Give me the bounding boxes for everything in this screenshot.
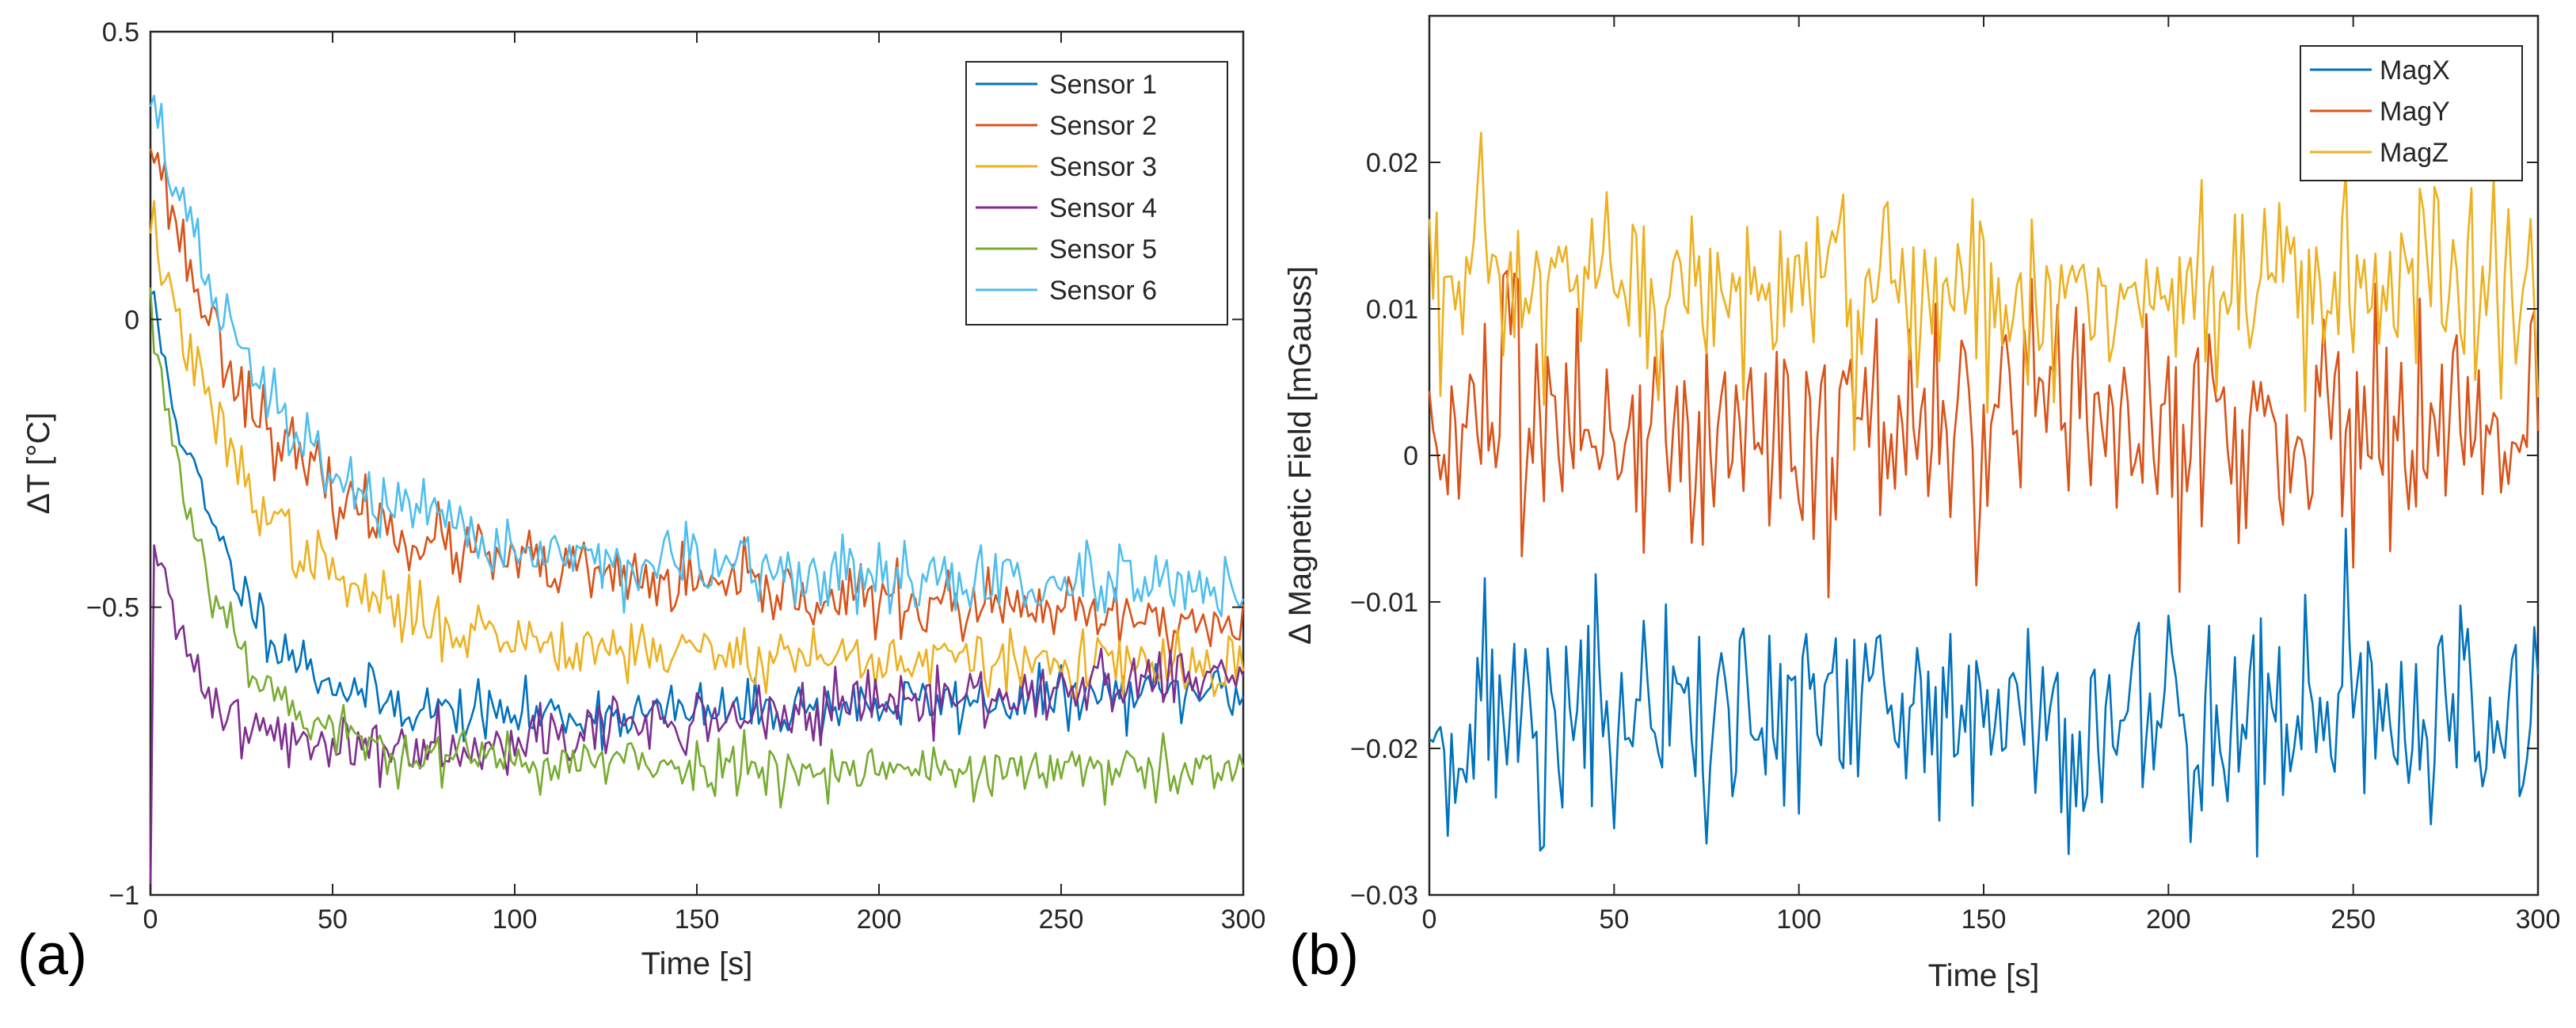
x-tick-label: 150 [675, 904, 720, 935]
panel-b-label: (b) [1289, 923, 1359, 987]
x-tick-label: 150 [1961, 904, 2007, 935]
legend-label: Sensor 3 [1049, 152, 1157, 182]
panel-a-x-axis-label: Time [s] [641, 946, 753, 981]
x-tick-label: 0 [1422, 904, 1437, 935]
series-line-magz [1428, 131, 2540, 451]
x-tick-label: 250 [1039, 904, 1084, 935]
series-line-sensor-2 [149, 148, 1245, 659]
x-tick-label: 250 [2331, 904, 2376, 935]
legend-label: MagZ [2380, 138, 2449, 168]
y-tick-label: 0 [124, 305, 139, 335]
panel-b-legend: MagX MagY MagZ [2300, 45, 2523, 181]
legend-label: Sensor 2 [1049, 111, 1157, 141]
legend-label: Sensor 4 [1049, 193, 1157, 223]
panel-a-temperature-chart: 0 50 100 150 200 250 300 −1 −0.5 0 0.5 Time [s] Δ… [17, 17, 1265, 987]
series-line-sensor-4 [149, 544, 1245, 896]
series-line-magx [1429, 527, 2540, 858]
panel-b-y-axis-label: Δ Magnetic Field [mGauss] [1283, 266, 1318, 645]
legend-label: MagX [2380, 55, 2450, 86]
series-line-sensor-5 [149, 287, 1245, 809]
panel-a-y-ticks: −1 −0.5 0 0.5 [86, 17, 1243, 911]
panel-b-y-ticks: −0.03 −0.02 −0.01 0 0.01 0.02 [1350, 148, 2538, 911]
panel-a-legend: Sensor 1 Sensor 2 Sensor 3 Sensor 4 Sensor 5… [965, 61, 1228, 326]
x-tick-label: 200 [2146, 904, 2191, 935]
y-tick-label: −1 [108, 881, 139, 911]
x-tick-label: 100 [493, 904, 538, 935]
panel-b-series-group [1428, 131, 2540, 858]
y-tick-label: −0.5 [86, 593, 139, 623]
x-tick-label: 50 [318, 904, 348, 935]
legend-label: Sensor 5 [1049, 234, 1157, 265]
x-tick-label: 300 [2516, 904, 2561, 935]
series-line-magy [1428, 269, 2540, 599]
panel-a-label: (a) [17, 923, 87, 987]
panel-b-legend-box [2300, 45, 2523, 181]
y-tick-label: 0.5 [102, 17, 139, 48]
y-tick-label: −0.03 [1350, 881, 1418, 911]
legend-label: Sensor 1 [1049, 70, 1157, 100]
panel-a-y-axis-label: ΔT [°C] [21, 413, 56, 515]
panel-a-series-group [149, 94, 1245, 896]
y-tick-label: 0.01 [1366, 295, 1418, 325]
x-tick-label: 300 [1221, 904, 1266, 935]
y-tick-label: 0.02 [1366, 148, 1418, 178]
legend-label: Sensor 6 [1049, 276, 1157, 306]
x-tick-label: 100 [1776, 904, 1821, 935]
panel-b-x-axis-label: Time [s] [1928, 958, 2040, 993]
panel-a-x-ticks: 0 50 100 150 200 250 300 [143, 32, 1266, 935]
x-tick-label: 0 [143, 904, 158, 935]
panel-b-magnetic-chart: 0 50 100 150 200 250 300 −0.03−0.02−0.0100.010… [1283, 14, 2561, 993]
y-tick-label: −0.01 [1350, 588, 1418, 618]
y-tick-label: 0 [1403, 441, 1418, 471]
series-line-sensor-6 [149, 94, 1245, 618]
panel-b-x-ticks: 0 50 100 150 200 250 300 [1422, 16, 2561, 935]
panel-a-legend-box [965, 61, 1228, 326]
legend-label: MagY [2380, 97, 2450, 127]
x-tick-label: 200 [857, 904, 902, 935]
series-line-sensor-1 [150, 290, 1245, 752]
y-tick-label: −0.02 [1350, 734, 1418, 764]
x-tick-label: 50 [1599, 904, 1629, 935]
